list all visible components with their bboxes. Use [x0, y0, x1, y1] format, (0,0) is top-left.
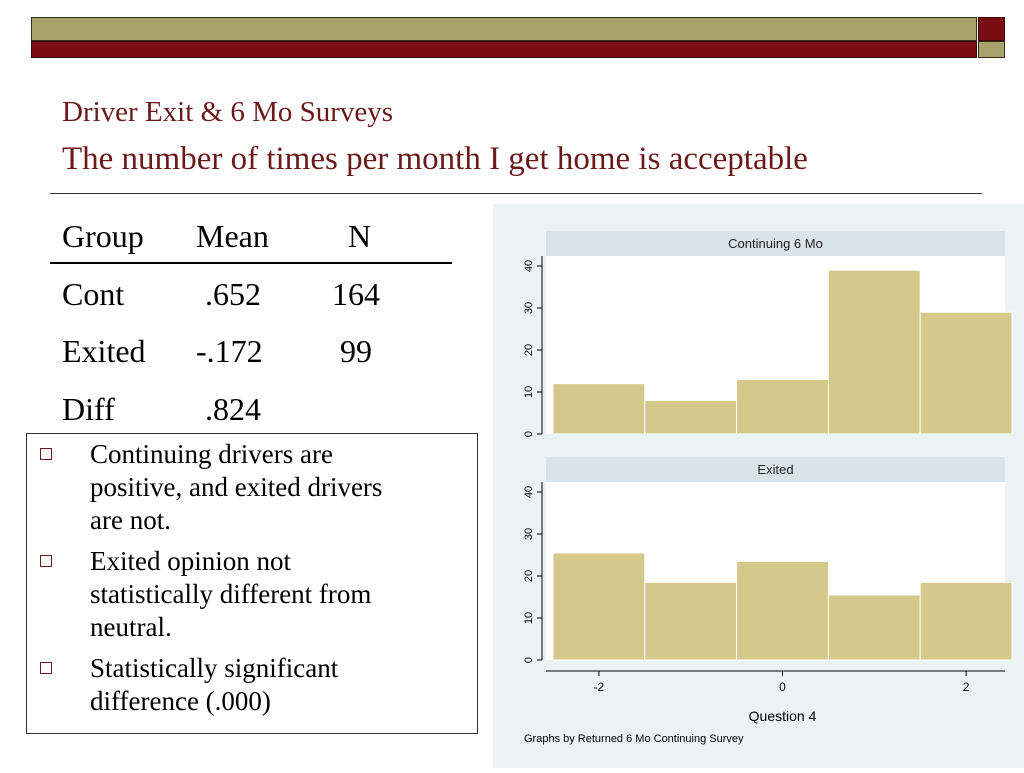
table-cell-n: 164 — [332, 276, 380, 312]
panel-title: Continuing 6 Mo — [728, 236, 823, 251]
y-tick-label: 20 — [523, 570, 535, 582]
chart-note: Graphs by Returned 6 Mo Continuing Surve… — [524, 733, 744, 745]
bullet-marker — [40, 555, 56, 571]
slide-title: Driver Exit & 6 Mo Surveys — [62, 96, 394, 128]
bullet-marker — [40, 448, 56, 464]
histogram-bar — [827, 594, 921, 661]
square-bullet-icon — [40, 555, 52, 567]
panel-header — [546, 457, 1005, 482]
slide-subtitle: The number of times per month I get home… — [62, 141, 808, 177]
header-olive-square — [978, 41, 1005, 58]
bullet-line: Exited opinion not — [90, 546, 291, 576]
histogram-bar — [919, 581, 1013, 661]
histogram-bar — [736, 378, 829, 435]
histogram-svg: Continuing 6 Mo010203040Exited010203040-… — [523, 231, 1013, 745]
square-bullet-icon — [40, 662, 52, 674]
y-tick-label: 20 — [523, 344, 535, 356]
x-tick-label: 0 — [779, 680, 786, 694]
bullet-line: difference (.000) — [90, 686, 271, 716]
bullet-line: positive, and exited drivers — [90, 472, 383, 502]
x-tick-label: -2 — [594, 680, 605, 694]
histogram-bar — [919, 311, 1013, 435]
bullet-text: Continuing drivers are positive, and exi… — [90, 438, 382, 537]
histogram-bar — [827, 269, 921, 435]
table-cell-group: Diff — [62, 391, 115, 427]
table-cell-group: Exited — [62, 333, 146, 369]
bullet-text: Exited opinion not statistically differe… — [90, 545, 371, 644]
y-tick-label: 10 — [523, 386, 535, 398]
table-cell-mean: .652 — [205, 276, 261, 312]
y-tick-label: 30 — [523, 302, 535, 314]
bullet-text: Statistically significant difference (.0… — [90, 652, 338, 718]
bullet-line: Continuing drivers are — [90, 439, 333, 469]
x-tick-label: 2 — [963, 680, 970, 694]
y-tick-label: 40 — [523, 260, 535, 272]
header-maroon-square — [978, 17, 1005, 41]
histogram-bar — [644, 581, 738, 661]
table-cell-mean: .824 — [205, 391, 261, 427]
table-cell-n: 99 — [340, 333, 372, 369]
y-tick-label: 0 — [523, 657, 535, 663]
header-maroon-bar — [31, 41, 977, 58]
y-tick-label: 40 — [523, 486, 535, 498]
histogram-bar — [552, 383, 646, 435]
y-tick-label: 0 — [523, 431, 535, 437]
histogram-bar — [644, 399, 738, 435]
table-header-n: N — [348, 218, 372, 254]
bullet-line: neutral. — [90, 612, 172, 642]
x-axis-title: Question 4 — [749, 708, 817, 724]
bullet-marker — [40, 662, 56, 678]
panel-title: Exited — [757, 462, 793, 477]
header-olive-bar — [31, 17, 977, 41]
bullet-line: Statistically significant — [90, 653, 339, 683]
table-cell-mean: -.172 — [196, 333, 263, 369]
square-bullet-icon — [40, 448, 52, 460]
histogram-bar — [736, 560, 829, 661]
title-divider — [50, 193, 982, 194]
bullet-box — [26, 433, 478, 734]
bullet-line: statistically different from — [90, 579, 372, 609]
bullet-line: are not. — [90, 505, 171, 535]
y-tick-label: 30 — [523, 528, 535, 540]
table-header-rule — [50, 262, 452, 264]
table-header-mean: Mean — [196, 218, 269, 254]
histogram-bar — [552, 552, 646, 661]
y-tick-label: 10 — [523, 612, 535, 624]
histogram-chart: Continuing 6 Mo 0 10 20 30 40 Exited 0 10 20 30 40-… — [493, 204, 1024, 768]
table-header-group: Group — [62, 218, 144, 254]
panel-header — [546, 231, 1005, 256]
table-cell-group: Cont — [62, 276, 125, 312]
